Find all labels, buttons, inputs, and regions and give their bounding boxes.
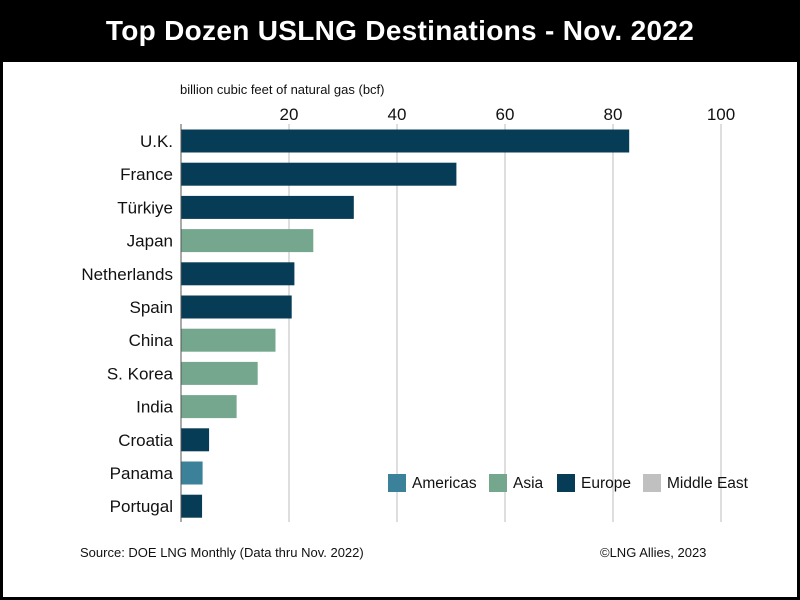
bars bbox=[181, 129, 630, 518]
x-tick-40: 40 bbox=[388, 105, 407, 124]
category-label-portugal: Portugal bbox=[110, 497, 173, 516]
legend-swatch-europe bbox=[557, 474, 575, 492]
bar-france bbox=[181, 162, 457, 186]
bar-netherlands bbox=[181, 262, 295, 286]
legend-swatch-middle-east bbox=[643, 474, 661, 492]
x-tick-labels: 20 40 60 80 100 bbox=[280, 105, 736, 124]
bar-croatia bbox=[181, 428, 210, 452]
category-label-s-korea: S. Korea bbox=[107, 364, 174, 383]
legend-label-asia: Asia bbox=[513, 475, 544, 492]
category-label-india: India bbox=[136, 398, 173, 417]
legend-label-europe: Europe bbox=[581, 475, 631, 492]
bar-s-korea bbox=[181, 361, 258, 385]
x-axis-label: billion cubic feet of natural gas (bcf) bbox=[180, 82, 385, 97]
category-label-panama: Panama bbox=[110, 464, 174, 483]
chart-title: Top Dozen USLNG Destinations - Nov. 2022 bbox=[105, 15, 695, 46]
title-bar: Top Dozen USLNG Destinations - Nov. 2022 bbox=[0, 0, 800, 62]
bar-u-k bbox=[181, 129, 630, 153]
copyright-note: ©LNG Allies, 2023 bbox=[600, 545, 707, 560]
category-label-netherlands: Netherlands bbox=[81, 265, 173, 284]
category-label-japan: Japan bbox=[127, 232, 173, 251]
bar-india bbox=[181, 395, 237, 419]
category-label-u-k: U.K. bbox=[140, 132, 173, 151]
category-label-france: France bbox=[120, 165, 173, 184]
category-label-t-rkiye: Türkiye bbox=[117, 198, 173, 217]
bar-portugal bbox=[181, 494, 203, 518]
legend-swatch-asia bbox=[489, 474, 507, 492]
category-label-spain: Spain bbox=[130, 298, 173, 317]
category-label-croatia: Croatia bbox=[118, 431, 173, 450]
bar-spain bbox=[181, 295, 292, 319]
category-label-china: China bbox=[129, 331, 174, 350]
category-labels: U.K. France Türkiye Japan Netherlands Spain Ch… bbox=[81, 132, 173, 516]
legend-swatch-americas bbox=[388, 474, 406, 492]
source-note: Source: DOE LNG Monthly (Data thru Nov. … bbox=[80, 545, 364, 560]
x-tick-20: 20 bbox=[280, 105, 299, 124]
legend-label-middle-east: Middle East bbox=[667, 475, 749, 492]
bar-china bbox=[181, 328, 276, 352]
x-tick-100: 100 bbox=[707, 105, 735, 124]
legend-label-americas: Americas bbox=[412, 475, 477, 492]
x-tick-60: 60 bbox=[496, 105, 515, 124]
bar-panama bbox=[181, 461, 203, 485]
bar-japan bbox=[181, 229, 314, 253]
x-tick-80: 80 bbox=[604, 105, 623, 124]
grid-lines bbox=[288, 124, 722, 522]
legend: Americas Asia Europe Middle East bbox=[388, 474, 749, 492]
bar-t-rkiye bbox=[181, 195, 354, 219]
